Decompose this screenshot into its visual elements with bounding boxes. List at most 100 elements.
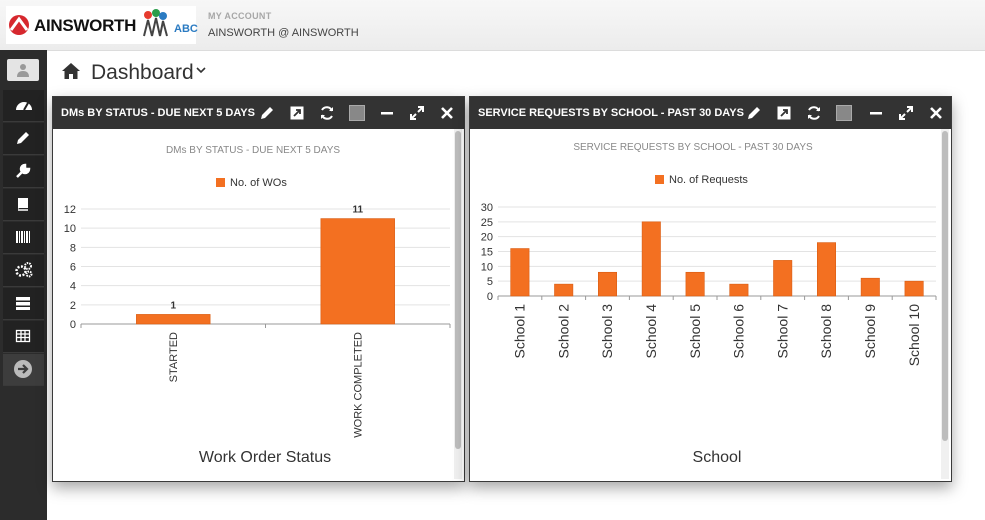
minimize-icon[interactable] xyxy=(868,105,884,121)
y-tick-label: 6 xyxy=(70,262,76,274)
scrollbar-thumb[interactable] xyxy=(455,131,461,449)
widget-header: SERVICE REQUESTS BY SCHOOL - PAST 30 DAY… xyxy=(470,97,951,129)
bar xyxy=(510,248,530,297)
bar xyxy=(904,280,924,297)
bar xyxy=(598,271,617,297)
logo-badge: ABC xyxy=(174,23,198,35)
x-tick-label: School 9 xyxy=(862,304,878,359)
x-tick-label: School 7 xyxy=(774,304,790,359)
home-icon xyxy=(62,63,80,79)
book-icon xyxy=(18,198,28,211)
x-tick-label: School 6 xyxy=(731,304,747,359)
x-tick-label: School 2 xyxy=(555,304,571,359)
logo-mark-icon xyxy=(9,15,29,35)
user-icon xyxy=(17,64,29,77)
wrench-icon xyxy=(16,163,31,178)
expand-icon[interactable] xyxy=(898,105,914,121)
y-tick-label: 4 xyxy=(70,281,76,293)
widget-service-requests-by-school: SERVICE REQUESTS BY SCHOOL - PAST 30 DAY… xyxy=(469,96,952,482)
bar xyxy=(817,242,836,297)
export-icon[interactable] xyxy=(289,105,305,121)
y-tick-label: 12 xyxy=(64,204,76,216)
chart-title: DMs BY STATUS - DUE NEXT 5 DAYS xyxy=(166,145,340,156)
page-title-text: Dashboard xyxy=(91,61,194,84)
widget-body: DMs BY STATUS - DUE NEXT 5 DAYS No. of W… xyxy=(53,129,464,481)
legend-label: No. of Requests xyxy=(669,174,748,186)
sidebar-item-dashboard[interactable] xyxy=(3,90,44,122)
legend-label: No. of WOs xyxy=(230,177,287,189)
scrollbar-thumb[interactable] xyxy=(942,131,948,441)
sidebar-item-table[interactable] xyxy=(3,321,44,353)
sidebar-item-barcode[interactable] xyxy=(3,222,44,254)
bar xyxy=(320,218,395,325)
sidebar-item-server[interactable] xyxy=(3,288,44,320)
cogs-icon xyxy=(15,262,33,278)
y-tick-label: 10 xyxy=(64,223,76,235)
y-tick-label: 15 xyxy=(481,247,493,259)
bar-chart-service-requests: SERVICE REQUESTS BY SCHOOL - PAST 30 DAY… xyxy=(481,142,937,466)
export-icon[interactable] xyxy=(776,105,792,121)
bar xyxy=(685,271,705,297)
widget-body: SERVICE REQUESTS BY SCHOOL - PAST 30 DAY… xyxy=(470,129,951,481)
color-swatch-icon[interactable] xyxy=(349,105,365,121)
x-tick-label: School 5 xyxy=(687,304,703,359)
x-axis-title: Work Order Status xyxy=(199,449,331,466)
company-logo[interactable]: AINSWORTH ABC xyxy=(6,6,198,44)
barcode-icon xyxy=(16,231,30,243)
expand-icon[interactable] xyxy=(409,105,425,121)
close-icon[interactable] xyxy=(928,105,944,121)
data-label: 11 xyxy=(352,205,363,216)
bar xyxy=(860,277,880,297)
color-swatch-icon[interactable] xyxy=(836,105,852,121)
bar xyxy=(136,314,211,325)
legend-swatch xyxy=(216,178,225,187)
y-tick-label: 25 xyxy=(481,217,493,229)
y-tick-label: 30 xyxy=(481,202,493,214)
sidebar-item-settings[interactable] xyxy=(3,255,44,287)
bar-chart-dms-by-status: DMs BY STATUS - DUE NEXT 5 DAYS No. of W… xyxy=(64,145,451,466)
x-tick-label: School 1 xyxy=(512,304,528,359)
logo-people-icon xyxy=(143,9,168,37)
bar xyxy=(729,283,749,297)
sidebar-user-button[interactable] xyxy=(3,54,44,86)
y-tick-label: 10 xyxy=(481,261,493,273)
x-axis-title: School xyxy=(693,449,742,466)
sidebar-item-book[interactable] xyxy=(3,189,44,221)
server-icon xyxy=(16,297,30,310)
top-bar: AINSWORTH ABC MY ACCOUNT AINSWORTH @ AIN… xyxy=(0,0,985,51)
refresh-icon[interactable] xyxy=(806,105,822,121)
refresh-icon[interactable] xyxy=(319,105,335,121)
widget-dms-by-status: DMs BY STATUS - DUE NEXT 5 DAYS DMs BY S… xyxy=(52,96,465,482)
x-tick-label: School 10 xyxy=(906,304,922,366)
bar xyxy=(554,283,574,297)
minimize-icon[interactable] xyxy=(379,105,395,121)
account-label: MY ACCOUNT xyxy=(208,11,272,21)
x-tick-label: WORK COMPLETED xyxy=(352,332,364,438)
pencil-icon xyxy=(17,132,29,144)
sidebar-collapse-button[interactable] xyxy=(3,354,44,386)
y-tick-label: 0 xyxy=(70,319,76,331)
y-tick-label: 5 xyxy=(487,276,493,288)
edit-pencil-icon[interactable] xyxy=(259,105,275,121)
account-value[interactable]: AINSWORTH @ AINSWORTH xyxy=(208,27,359,39)
chevron-down-icon xyxy=(196,67,206,74)
bar xyxy=(641,221,661,297)
dashboard-gauge-icon xyxy=(16,102,32,111)
sidebar-item-edit[interactable] xyxy=(3,123,44,155)
data-label: 1 xyxy=(170,300,176,311)
y-tick-label: 0 xyxy=(487,291,493,303)
scrollbar[interactable] xyxy=(941,129,949,479)
y-tick-label: 8 xyxy=(70,242,76,254)
scrollbar[interactable] xyxy=(454,129,462,479)
sidebar-item-maintenance[interactable] xyxy=(3,156,44,188)
bar xyxy=(773,260,793,297)
x-tick-label: STARTED xyxy=(168,332,180,382)
chart-title: SERVICE REQUESTS BY SCHOOL - PAST 30 DAY… xyxy=(573,142,813,153)
x-tick-label: School 4 xyxy=(643,304,659,359)
y-tick-label: 2 xyxy=(70,300,76,312)
widget-title: SERVICE REQUESTS BY SCHOOL - PAST 30 DAY… xyxy=(478,107,744,119)
widget-header: DMs BY STATUS - DUE NEXT 5 DAYS xyxy=(53,97,464,129)
y-tick-label: 20 xyxy=(481,232,493,244)
close-icon[interactable] xyxy=(439,105,455,121)
edit-pencil-icon[interactable] xyxy=(746,105,762,121)
